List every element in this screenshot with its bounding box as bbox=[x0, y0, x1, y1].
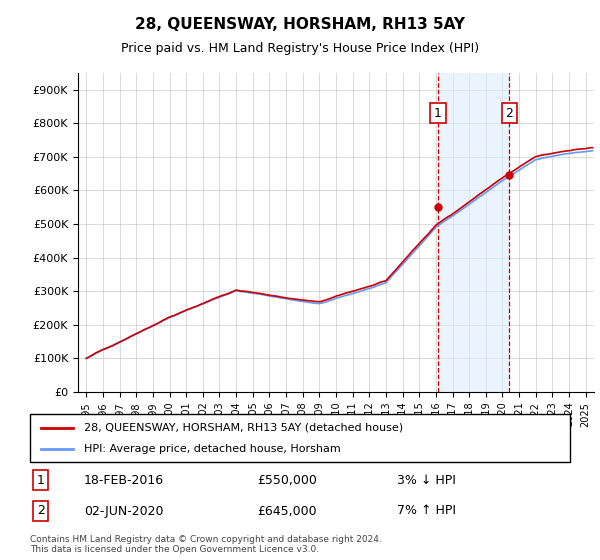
Text: 18-FEB-2016: 18-FEB-2016 bbox=[84, 474, 164, 487]
Text: 1: 1 bbox=[434, 106, 442, 120]
Text: 3% ↓ HPI: 3% ↓ HPI bbox=[397, 474, 456, 487]
FancyBboxPatch shape bbox=[30, 414, 570, 462]
Text: 7% ↑ HPI: 7% ↑ HPI bbox=[397, 505, 456, 517]
Text: £550,000: £550,000 bbox=[257, 474, 317, 487]
Text: £645,000: £645,000 bbox=[257, 505, 316, 517]
Text: 1: 1 bbox=[37, 474, 45, 487]
Text: HPI: Average price, detached house, Horsham: HPI: Average price, detached house, Hors… bbox=[84, 444, 341, 454]
Text: Contains HM Land Registry data © Crown copyright and database right 2024.
This d: Contains HM Land Registry data © Crown c… bbox=[30, 535, 382, 554]
Text: 2: 2 bbox=[506, 106, 514, 120]
Text: 2: 2 bbox=[37, 505, 45, 517]
Text: 28, QUEENSWAY, HORSHAM, RH13 5AY (detached house): 28, QUEENSWAY, HORSHAM, RH13 5AY (detach… bbox=[84, 423, 403, 433]
Text: Price paid vs. HM Land Registry's House Price Index (HPI): Price paid vs. HM Land Registry's House … bbox=[121, 42, 479, 55]
Text: 02-JUN-2020: 02-JUN-2020 bbox=[84, 505, 163, 517]
Text: 28, QUEENSWAY, HORSHAM, RH13 5AY: 28, QUEENSWAY, HORSHAM, RH13 5AY bbox=[135, 17, 465, 32]
